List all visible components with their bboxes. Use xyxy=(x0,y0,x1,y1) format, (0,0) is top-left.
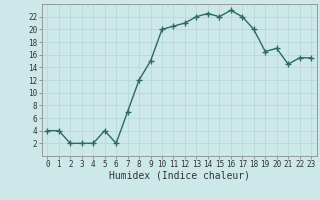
X-axis label: Humidex (Indice chaleur): Humidex (Indice chaleur) xyxy=(109,171,250,181)
